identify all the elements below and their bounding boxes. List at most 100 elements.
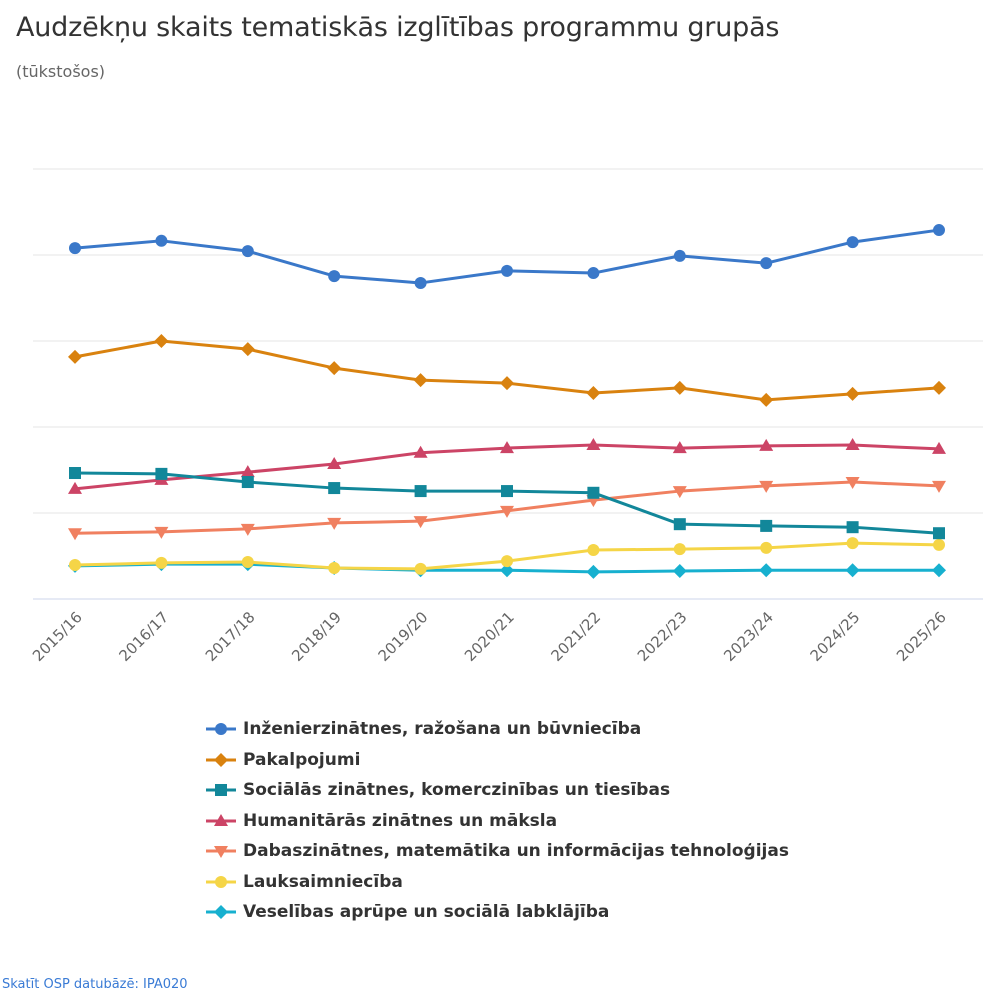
data-point[interactable] — [759, 438, 774, 451]
data-point[interactable] — [759, 563, 774, 578]
data-point[interactable] — [587, 543, 600, 556]
data-point[interactable] — [933, 538, 945, 551]
legend-item[interactable]: Veselības aprūpe un sociālā labklājība — [205, 897, 789, 928]
legend-circle-icon — [206, 875, 236, 888]
data-point[interactable] — [672, 486, 687, 499]
data-point[interactable] — [155, 234, 168, 247]
series-lines — [68, 224, 946, 579]
data-point[interactable] — [69, 467, 81, 480]
legend-diamond-icon — [206, 752, 236, 767]
x-tick-label: 2023/24 — [720, 608, 777, 665]
data-point[interactable] — [501, 485, 513, 498]
legend-diamond-icon — [206, 905, 236, 920]
data-point[interactable] — [328, 270, 341, 283]
data-point[interactable] — [586, 386, 601, 401]
data-point[interactable] — [68, 481, 82, 494]
data-point[interactable] — [759, 392, 774, 407]
data-point[interactable] — [760, 519, 773, 532]
data-point[interactable] — [414, 562, 427, 575]
legend-label: Inženierzinātnes, ražošana un būvniecība — [243, 719, 642, 740]
data-point[interactable] — [327, 456, 342, 469]
database-link[interactable]: Skatīt OSP datubāzē: IPA020 — [2, 977, 188, 992]
data-point[interactable] — [845, 386, 860, 401]
data-point[interactable] — [328, 562, 341, 575]
data-point[interactable] — [501, 555, 513, 568]
legend-label: Sociālās zinātnes, komerczinības un ties… — [243, 780, 671, 801]
data-point[interactable] — [500, 563, 514, 578]
data-point[interactable] — [155, 467, 168, 480]
data-point[interactable] — [500, 505, 514, 518]
data-point[interactable] — [69, 559, 81, 572]
data-point[interactable] — [500, 376, 514, 391]
legend-item[interactable]: Sociālās zinātnes, komerczinības un ties… — [205, 775, 789, 806]
data-point[interactable] — [933, 527, 945, 540]
legend: Inženierzinātnes, ražošana un būvniecība… — [205, 714, 789, 928]
legend-triangle-icon — [206, 813, 236, 826]
data-point[interactable] — [413, 445, 428, 458]
data-point[interactable] — [241, 245, 254, 258]
line-chart: 2015/16 2016/17 2017/18 2018/19 2019/20 2020/… — [29, 168, 983, 665]
data-point[interactable] — [587, 486, 600, 499]
data-point[interactable] — [933, 224, 945, 237]
x-tick-label: 2021/22 — [547, 608, 604, 665]
data-point[interactable] — [846, 236, 859, 249]
data-point[interactable] — [759, 480, 774, 493]
x-axis-labels: 2015/16 2016/17 2017/18 2018/19 2019/20 2020/… — [29, 608, 950, 665]
data-point[interactable] — [240, 523, 255, 536]
data-point[interactable] — [241, 556, 254, 569]
data-point[interactable] — [672, 380, 687, 395]
data-point[interactable] — [241, 476, 254, 489]
data-point[interactable] — [500, 441, 514, 454]
x-tick-label: 2015/16 — [29, 608, 86, 665]
data-point[interactable] — [673, 543, 686, 556]
data-point[interactable] — [68, 528, 82, 541]
legend-label: Veselības aprūpe un sociālā labklājība — [243, 902, 610, 923]
data-point[interactable] — [586, 564, 601, 579]
data-point[interactable] — [845, 438, 860, 451]
data-point[interactable] — [587, 267, 600, 280]
data-point[interactable] — [760, 541, 773, 554]
legend-triangle-down-icon — [206, 846, 236, 859]
x-tick-label: 2025/26 — [893, 608, 950, 665]
legend-item[interactable]: Lauksaimniecība — [205, 867, 789, 898]
data-point[interactable] — [845, 563, 860, 578]
data-point[interactable] — [155, 556, 168, 569]
legend-label: Humanitārās zinātnes un māksla — [243, 810, 558, 831]
data-point[interactable] — [673, 249, 686, 262]
data-point[interactable] — [501, 264, 513, 277]
data-point[interactable] — [846, 521, 859, 534]
series-line — [74, 471, 940, 535]
data-point[interactable] — [240, 465, 255, 478]
data-point[interactable] — [154, 526, 169, 539]
data-point[interactable] — [327, 361, 342, 376]
x-tick-label: 2018/19 — [288, 608, 345, 665]
data-point[interactable] — [414, 276, 427, 289]
data-point[interactable] — [932, 563, 946, 578]
data-point[interactable] — [760, 257, 773, 270]
data-point[interactable] — [673, 518, 686, 531]
data-point[interactable] — [672, 441, 687, 454]
legend-item[interactable]: Inženierzinātnes, ražošana un būvniecība — [205, 714, 789, 745]
data-point[interactable] — [846, 537, 859, 550]
data-point[interactable] — [328, 482, 341, 495]
data-point[interactable] — [932, 480, 946, 493]
data-point[interactable] — [414, 485, 427, 498]
x-tick-label: 2016/17 — [115, 608, 172, 665]
data-point[interactable] — [672, 564, 687, 579]
data-point[interactable] — [845, 477, 860, 490]
x-tick-label: 2019/20 — [375, 608, 432, 665]
data-point[interactable] — [413, 516, 428, 529]
data-point[interactable] — [68, 349, 82, 364]
legend-item[interactable]: Pakalpojumi — [205, 745, 789, 776]
data-point[interactable] — [327, 517, 342, 530]
data-point[interactable] — [586, 438, 601, 451]
data-point[interactable] — [413, 373, 428, 388]
legend-item[interactable]: Dabaszinātnes, matemātika un informācija… — [205, 836, 789, 867]
data-point[interactable] — [69, 242, 81, 255]
data-point[interactable] — [932, 441, 946, 454]
data-point[interactable] — [240, 342, 255, 357]
legend-item[interactable]: Humanitārās zinātnes un māksla — [205, 806, 789, 837]
data-point[interactable] — [932, 380, 946, 395]
data-point[interactable] — [154, 334, 169, 348]
legend-label: Dabaszinātnes, matemātika un informācija… — [243, 841, 789, 862]
